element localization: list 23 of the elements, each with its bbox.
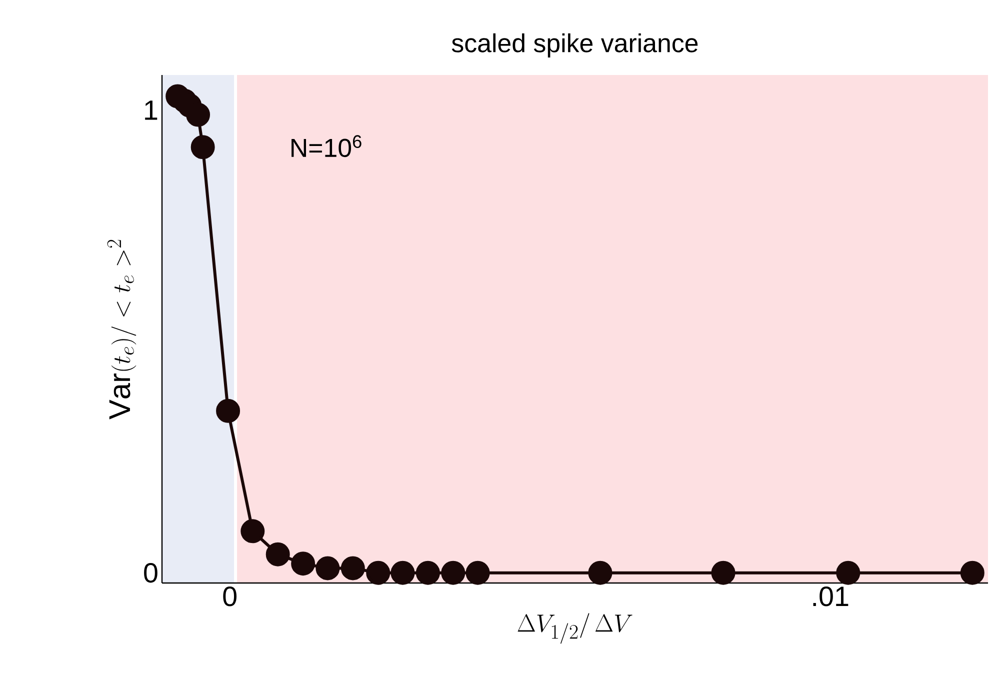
- x-tick-label: .01: [813, 586, 848, 606]
- annotation: N=10$^{6}$: [292, 135, 362, 158]
- point: [711, 560, 736, 585]
- x-axis-title: $\Delta V_{1/2}/\, \Delta V$: [518, 613, 632, 644]
- point: [190, 135, 215, 160]
- point: [390, 560, 415, 585]
- point: [588, 560, 612, 585]
- point: [316, 556, 340, 580]
- chart-title: scaled spike variance: [452, 33, 698, 58]
- point: [960, 560, 984, 585]
- point: [216, 398, 240, 423]
- y-tick-label: 1: [145, 100, 158, 120]
- point: [186, 102, 210, 127]
- point: [416, 560, 440, 585]
- point: [240, 519, 265, 544]
- point: [836, 560, 860, 585]
- point: [266, 542, 290, 566]
- y-axis-title: $\mathrm{Var}(t_e)/ < t_e >^{2}$: [107, 240, 136, 420]
- point: [366, 560, 390, 585]
- point: [291, 552, 316, 576]
- point: [340, 556, 365, 580]
- point: [441, 560, 466, 585]
- point: [466, 560, 490, 585]
